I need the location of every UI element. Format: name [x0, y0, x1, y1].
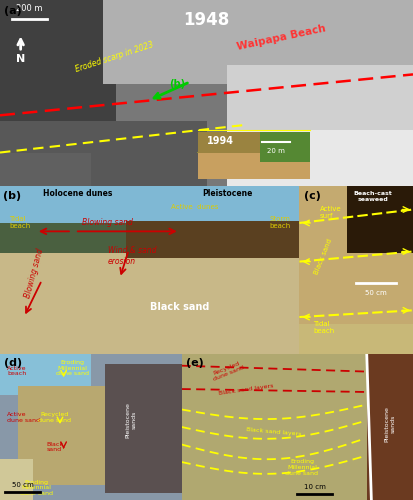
Text: Active
dune sand: Active dune sand [7, 412, 40, 423]
Text: Active
surf: Active surf [320, 206, 342, 219]
Text: (b): (b) [169, 78, 186, 88]
Text: Active
beach: Active beach [7, 366, 27, 376]
Text: Beach-cast
seaweed: Beach-cast seaweed [354, 191, 393, 202]
Bar [0, 354, 91, 395]
Text: Tidal
beach: Tidal beach [9, 216, 30, 229]
Text: (e): (e) [186, 358, 204, 368]
Bar [0, 121, 206, 186]
Bar [0, 186, 299, 236]
Text: 200 m: 200 m [16, 4, 42, 13]
Text: Waipapa Beach: Waipapa Beach [235, 24, 326, 52]
Bar [198, 153, 310, 178]
Bar [299, 324, 413, 354]
Text: Pleistocene
sands: Pleistocene sands [126, 402, 136, 438]
Text: Eroding
Millennial
dune sand: Eroding Millennial dune sand [285, 459, 318, 475]
Text: Holocene dunes: Holocene dunes [43, 188, 112, 198]
Text: Storm
beach: Storm beach [269, 216, 290, 229]
Bar [126, 222, 299, 258]
Text: Tidal
beach: Tidal beach [313, 320, 334, 334]
Text: Black sand: Black sand [313, 238, 333, 276]
Text: N: N [16, 54, 25, 64]
Text: Recycled
dune sand: Recycled dune sand [211, 360, 245, 382]
Text: 1948: 1948 [183, 11, 230, 29]
Text: 50 cm: 50 cm [365, 290, 387, 296]
Bar [18, 386, 118, 486]
Bar [103, 0, 413, 84]
Text: Eroding
Millennial
dune sand: Eroding Millennial dune sand [20, 480, 53, 496]
Text: 20 m: 20 m [267, 148, 285, 154]
Text: 1994: 1994 [207, 136, 234, 146]
Text: Blowing sand: Blowing sand [82, 218, 133, 227]
Text: Recycled
dune sand: Recycled dune sand [38, 412, 71, 423]
Text: Active  dunes: Active dunes [171, 204, 218, 210]
Text: (a): (a) [4, 6, 22, 16]
Text: Black sand layers: Black sand layers [247, 427, 302, 437]
Bar [347, 186, 413, 253]
Bar [227, 130, 413, 186]
Text: Black sand layers: Black sand layers [219, 383, 274, 396]
Bar [0, 236, 299, 354]
Text: 50 cm: 50 cm [12, 482, 33, 488]
Text: Eroded scarp in 2023: Eroded scarp in 2023 [74, 40, 155, 74]
Bar [0, 0, 116, 130]
Bar [259, 132, 310, 162]
Text: 10 cm: 10 cm [304, 484, 325, 490]
Text: (d): (d) [4, 358, 22, 368]
Bar [105, 364, 182, 492]
Text: Blowing sand: Blowing sand [24, 248, 45, 299]
Text: Pleistocene: Pleistocene [202, 188, 253, 198]
Text: Black sand: Black sand [150, 302, 209, 312]
Text: (c): (c) [304, 191, 321, 201]
Bar [0, 152, 91, 186]
Text: Pleistocene
sands: Pleistocene sands [385, 406, 395, 442]
Text: Eroding
Millennial
dune sand: Eroding Millennial dune sand [56, 360, 89, 376]
Bar [227, 65, 413, 130]
Text: (b): (b) [3, 191, 21, 201]
Bar [0, 459, 33, 500]
Text: Black
sand: Black sand [46, 442, 63, 452]
Bar [0, 223, 126, 253]
Text: Wind & sand
erosion: Wind & sand erosion [108, 246, 156, 266]
Bar [367, 354, 413, 500]
